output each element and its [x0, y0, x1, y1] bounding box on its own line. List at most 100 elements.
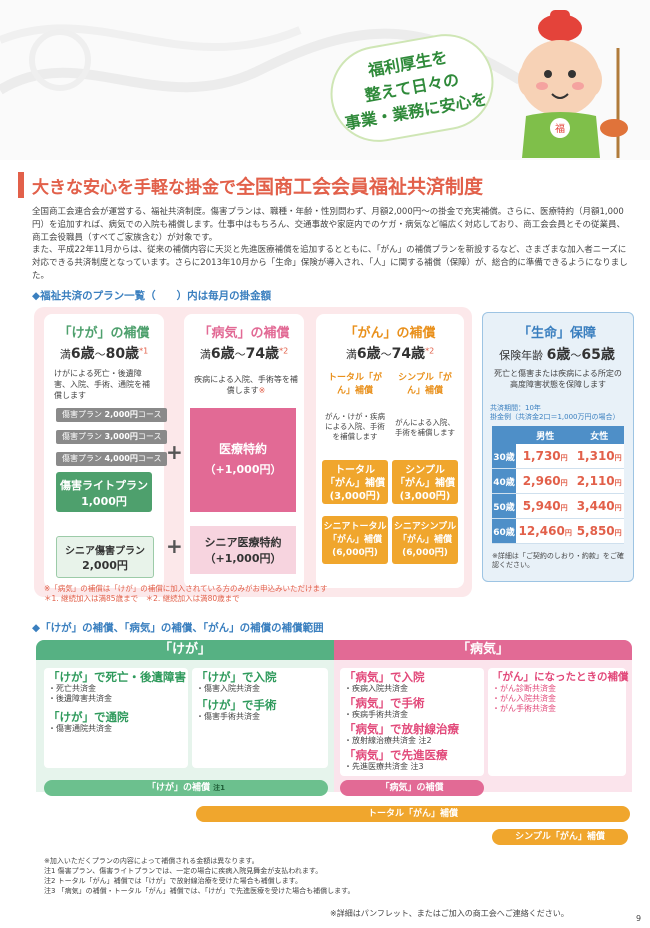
coverage-title: 「病気」で先進医療 — [344, 748, 448, 762]
life-period: 共済期間：10年 掛金例（共済金2口＝1,000万円の場合） — [490, 404, 630, 422]
injury-plan-pill: 傷害プラン 4,000円コース — [56, 452, 168, 466]
sickness-age: 満6歳〜74歳*2 — [184, 343, 304, 363]
coverage-sub: ・傷害通院共済金 — [48, 724, 112, 733]
age-prefix: 保険年齢 — [499, 349, 544, 362]
cancer-plan-box: シニアシンプル 「がん」補償 (6,000円) — [392, 516, 458, 564]
age-from: 6歳 — [356, 346, 381, 362]
table-corner — [492, 426, 516, 444]
value: 5,940 — [522, 499, 561, 513]
cancer-plan-box: シンプル 「がん」補償 (3,000円) — [392, 460, 458, 504]
unit: 円 — [560, 479, 568, 487]
cancer-plan-price: (6,000円) — [402, 548, 448, 558]
age-to: 74歳 — [391, 346, 426, 362]
plan-notes: ※「病気」の補償は「けが」の補償に加入されている方のみがお申込みいただけます ＊… — [44, 584, 474, 604]
sickness-coverage-list-b: 「がん」になったときの補償 ・がん診断共済金 ・がん入院共済金 ・がん手術共済金 — [492, 670, 629, 714]
plan-suffix: コース — [137, 454, 162, 463]
coverage-title: 「けが」で死亡・後遺障害 — [48, 670, 186, 684]
plus-icon: + — [166, 534, 183, 558]
unit: 円 — [614, 479, 622, 487]
sickness-coverage-list-a: 「病気」で入院 ・疾病入院共済金 「病気」で手術 ・疾病手術共済金 「病気」で放… — [344, 670, 459, 772]
injury-coverage-list-a: 「けが」で死亡・後遺障害 ・死亡共済金 ・後遺障害共済金 「けが」で通院 ・傷害… — [48, 670, 186, 734]
coverage-sub: ・疾病入院共済金 — [344, 684, 408, 693]
life-desc: 死亡と傷害または疾病による所定の高度障害状態を保障します — [494, 369, 622, 389]
age-mark: *1 — [139, 346, 149, 356]
age-from: 6歳 — [70, 346, 95, 362]
coverage-title: 「けが」で手術 — [196, 698, 277, 712]
coverage-title: 「病気」で手術 — [344, 696, 425, 710]
male-premium: 2,960円 — [516, 468, 575, 494]
injury-coverage-list-b: 「けが」で入院 ・傷害入院共済金 「けが」で手術 ・傷害手術共済金 — [196, 670, 277, 722]
plan-note: ＊1. 継続加入は満85歳まで ＊2. 継続加入は満80歳まで — [44, 594, 240, 603]
life-age: 保険年齢 6歳〜65歳 — [482, 344, 632, 364]
sickness-desc-text: 疾病による入院、手術等を補償します — [194, 375, 298, 395]
age-prefix: 満 — [345, 348, 357, 361]
cancer-title: 「がん」の補償 — [344, 326, 436, 341]
intro-text: 全国商工会連合会が運営する、福祉共済制度。傷害プランは、職種・年齢・性別問わず、… — [32, 206, 632, 283]
row-age: 50歳 — [492, 493, 516, 519]
female-premium: 3,440円 — [574, 493, 624, 519]
sickness-desc-mark: ※ — [258, 386, 266, 395]
plan-name: 傷害プラン — [62, 454, 102, 463]
age-sep: 〜 — [234, 348, 246, 361]
life-period-text: 共済期間：10年 — [490, 404, 541, 412]
value: 2,110 — [576, 474, 615, 488]
cancer-plan-price: (3,000円) — [399, 491, 451, 502]
coverage-card — [44, 668, 188, 768]
age-sep: 〜 — [570, 349, 582, 362]
row-age: 30歳 — [492, 444, 516, 469]
page-title: 大きな安心を手軽な掛金で全国商工会会員福祉共済制度 — [32, 172, 483, 199]
senior-injury-price: 2,000円 — [82, 559, 128, 572]
band-label: 「けが」の補償 — [146, 783, 210, 793]
coverage-sub: ・先進医療共済金 注3 — [344, 762, 424, 771]
row-age: 40歳 — [492, 468, 516, 494]
age-prefix: 満 — [199, 348, 211, 361]
value: 2,960 — [522, 474, 561, 488]
medical-rider-box: 医療特約 （+1,000円） — [190, 408, 296, 512]
coverage-sub: ・放射線治療共済金 注2 — [344, 736, 432, 745]
age-mark: *2 — [279, 346, 289, 356]
age-sep: 〜 — [94, 348, 106, 361]
value: 5,850 — [576, 524, 615, 538]
cancer-plan-line: 「がん」補償 — [325, 478, 385, 489]
value: 1,730 — [522, 449, 561, 463]
title-accent-bar — [18, 172, 24, 198]
age-to: 74歳 — [245, 346, 280, 362]
coverage-title: 「病気」で入院 — [344, 670, 425, 684]
sickness-coverage-header: 「病気」 — [334, 640, 632, 660]
female-premium: 5,850円 — [574, 518, 624, 544]
life-example-text: 掛金例（共済金2口＝1,000万円の場合） — [490, 413, 620, 421]
plan-suffix: コース — [137, 432, 162, 441]
age-sep: 〜 — [380, 348, 392, 361]
table-header: 女性 — [574, 426, 624, 444]
female-premium: 2,110円 — [574, 468, 624, 494]
unit: 円 — [560, 454, 568, 462]
simple-cancer-label: シンプル「がん」補償 — [398, 373, 452, 396]
plan-suffix: コース — [137, 410, 162, 419]
medical-rider-name: 医療特約 — [218, 442, 267, 456]
coverage-sub: ・傷害手術共済金 — [196, 712, 260, 721]
coverage-sub: ・がん診断共済金 — [492, 684, 556, 693]
value: 12,460 — [518, 524, 565, 538]
age-to: 65歳 — [581, 347, 615, 363]
band-note: 注1 — [213, 784, 226, 792]
life-title: 「生命」保障 — [517, 326, 596, 341]
plan-name: 傷害プラン — [62, 410, 102, 419]
cancer-plan-line: シニアシンプル — [393, 522, 457, 532]
age-from: 6歳 — [210, 346, 235, 362]
value: 1,310 — [576, 449, 615, 463]
title-prefix: 大きな安心を手軽な掛金で — [32, 178, 236, 198]
unit: 円 — [614, 454, 622, 462]
table-row: 30歳 1,730円 1,310円 — [492, 444, 624, 469]
female-premium: 1,310円 — [574, 444, 624, 469]
plan-note: ※「病気」の補償は「けが」の補償に加入されている方のみがお申込みいただけます — [44, 584, 328, 593]
intro-paragraph: また、平成22年11月からは、従来の補償内容に天災と先進医療補償を追加するととも… — [32, 245, 628, 281]
sickness-coverage-band: 「病気」の補償 — [340, 780, 484, 796]
injury-coverage-band: 「けが」の補償 注1 — [44, 780, 328, 796]
senior-injury-name: シニア傷害プラン — [65, 546, 145, 557]
cancer-plan-line: 「がん」補償 — [395, 478, 455, 489]
cancer-plan-line: シニアトータル — [323, 522, 387, 532]
senior-medical-name: シニア医療特約 — [204, 536, 282, 549]
male-premium: 5,940円 — [516, 493, 575, 519]
light-plan-name: 傷害ライトプラン — [60, 479, 148, 492]
male-premium: 1,730円 — [516, 444, 575, 469]
